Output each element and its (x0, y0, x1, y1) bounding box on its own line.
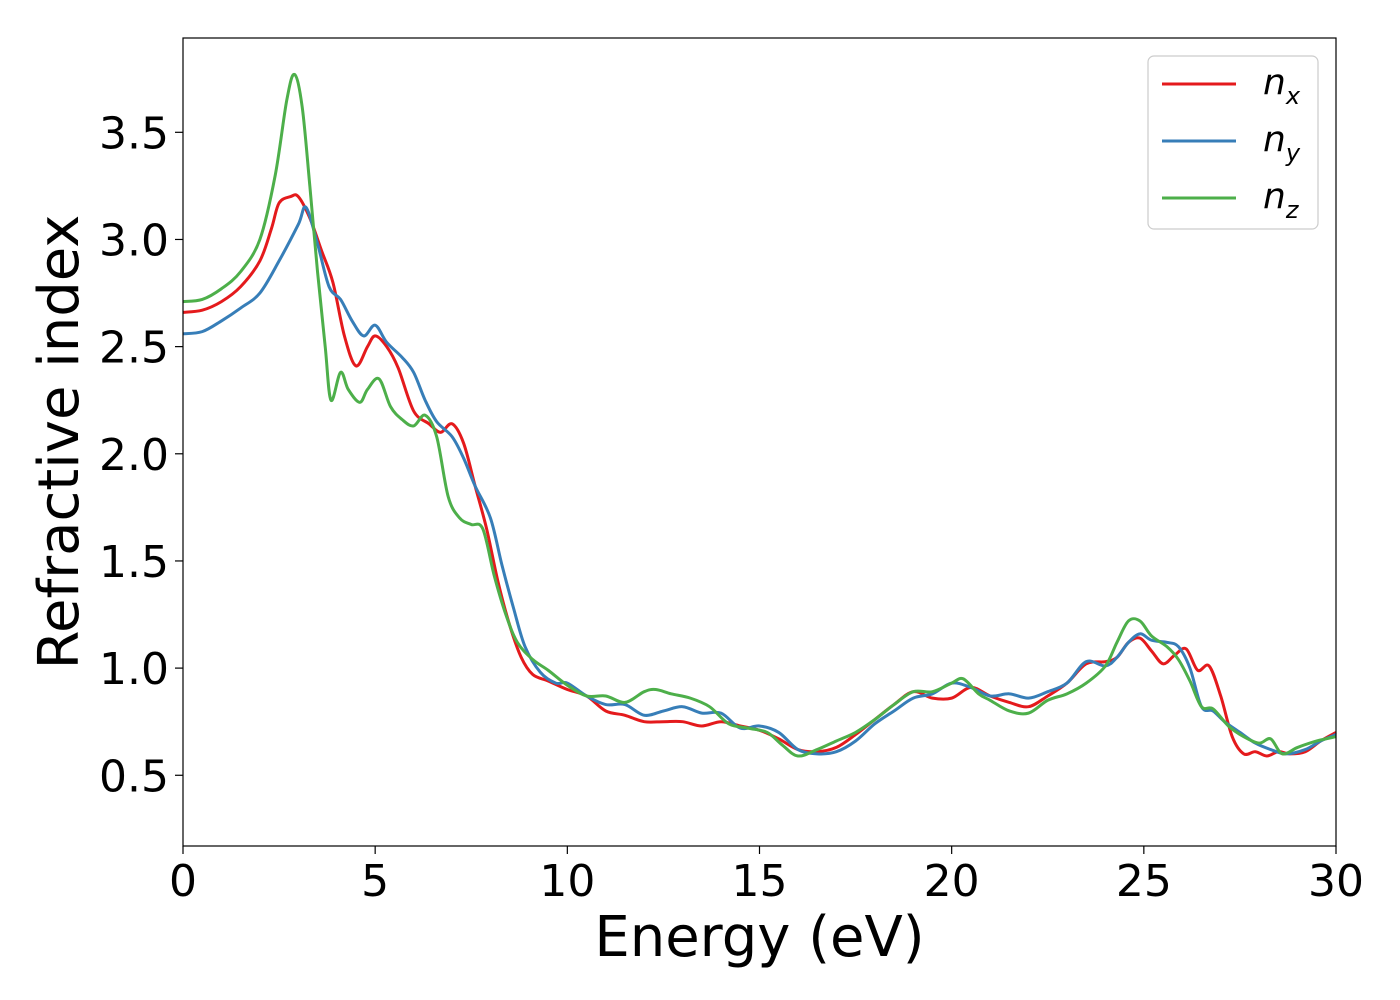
x-tick-label: 15 (732, 856, 788, 907)
legend-label-main: n (1263, 119, 1286, 160)
x-tick-label: 25 (1116, 856, 1172, 907)
series-layer (182, 72, 1337, 758)
x-axis-label: Energy (eV) (594, 905, 924, 970)
y-tick-label: 0.5 (99, 751, 169, 802)
y-tick-label: 2.0 (99, 430, 169, 481)
y-axis: 0.5 1.0 1.5 2.0 2.5 3.0 3.5 (99, 108, 183, 802)
x-tick-label: 10 (539, 856, 595, 907)
y-tick-label: 3.0 (99, 215, 169, 266)
legend-label-subscript: y (1285, 139, 1301, 167)
y-tick-label: 2.5 (99, 323, 169, 374)
x-axis: 0 5 10 15 20 25 30 (169, 846, 1364, 907)
y-axis-label: Refractive index (27, 215, 92, 670)
legend-label-main: n (1263, 176, 1286, 217)
legend-label-subscript: x (1285, 82, 1301, 110)
legend-label-subscript: z (1285, 196, 1300, 224)
x-tick-label: 5 (361, 856, 389, 907)
y-tick-label: 3.5 (99, 108, 169, 159)
series-line-z (182, 72, 1337, 758)
legend-label-y: ny (1263, 119, 1301, 167)
x-tick-label: 20 (924, 856, 980, 907)
x-tick-label: 0 (169, 856, 197, 907)
series-line-y (182, 205, 1337, 756)
y-tick-label: 1.5 (99, 537, 169, 588)
legend-label-x: nx (1263, 62, 1301, 110)
x-tick-label: 30 (1308, 856, 1364, 907)
legend-label-z: nz (1263, 176, 1300, 224)
y-tick-label: 1.0 (99, 644, 169, 695)
legend-label-main: n (1263, 62, 1286, 103)
